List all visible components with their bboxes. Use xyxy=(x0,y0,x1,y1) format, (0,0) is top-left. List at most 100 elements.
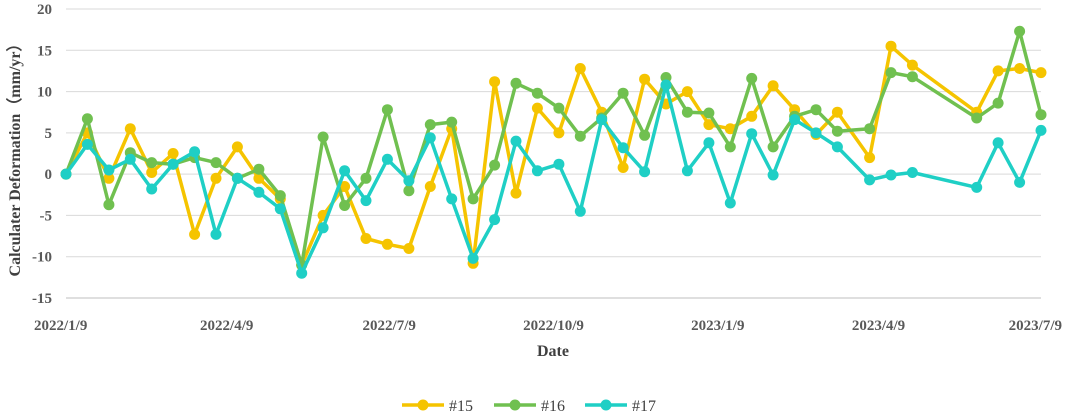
data-point xyxy=(403,185,415,197)
data-point xyxy=(510,187,522,199)
data-point xyxy=(339,200,351,211)
data-point xyxy=(274,190,286,202)
data-point xyxy=(810,127,822,139)
data-point xyxy=(724,141,736,153)
data-point xyxy=(639,129,651,141)
y-tick-label: -15 xyxy=(32,291,52,307)
x-tick-label: 2022/7/9 xyxy=(363,318,416,334)
data-point xyxy=(339,165,351,177)
data-point xyxy=(189,146,201,158)
data-point xyxy=(146,183,158,195)
data-point xyxy=(467,252,479,264)
data-point xyxy=(885,67,897,79)
data-point xyxy=(1035,124,1047,136)
data-point xyxy=(553,102,565,114)
data-point xyxy=(703,107,715,119)
series-line xyxy=(64,29,1043,267)
data-point xyxy=(971,112,983,124)
data-point xyxy=(617,162,629,173)
data-point xyxy=(360,195,372,207)
data-point xyxy=(210,172,222,184)
data-point xyxy=(381,104,393,116)
data-point xyxy=(403,175,415,187)
gridlines xyxy=(66,8,1041,299)
y-tick-label: -10 xyxy=(32,250,52,266)
data-point xyxy=(231,141,243,153)
data-point xyxy=(317,222,329,234)
data-point xyxy=(253,186,265,198)
data-point xyxy=(681,165,693,177)
data-point xyxy=(639,166,651,178)
data-point xyxy=(60,168,72,180)
data-point xyxy=(831,141,843,153)
x-tick-label: 2022/10/9 xyxy=(523,318,584,334)
data-point xyxy=(146,167,158,178)
data-point xyxy=(746,72,758,84)
data-point xyxy=(1035,109,1047,121)
x-axis-title: Date xyxy=(537,343,569,360)
data-point xyxy=(124,153,136,165)
data-point xyxy=(971,181,983,193)
data-point xyxy=(885,40,897,52)
legend-swatch-marker xyxy=(417,399,429,411)
legend-swatch-marker xyxy=(600,399,612,411)
data-point xyxy=(639,73,651,85)
data-point xyxy=(531,165,543,177)
data-point xyxy=(574,130,586,142)
data-point xyxy=(424,132,436,144)
data-point xyxy=(531,102,543,114)
data-point xyxy=(1014,176,1026,188)
data-point xyxy=(489,76,501,88)
data-point xyxy=(660,79,672,91)
legend-label: #17 xyxy=(632,398,656,415)
data-point xyxy=(703,137,715,149)
data-point xyxy=(992,65,1004,77)
data-point xyxy=(767,80,779,92)
data-point xyxy=(124,123,136,135)
data-point xyxy=(274,203,286,215)
data-point xyxy=(831,106,843,118)
data-point xyxy=(531,87,543,99)
data-point xyxy=(424,181,436,192)
y-axis-title: Calculater Deformation（mm/yr） xyxy=(6,36,24,277)
data-point xyxy=(103,199,115,211)
legend-swatch-marker xyxy=(509,399,521,411)
data-point xyxy=(189,228,201,240)
data-point xyxy=(789,114,801,126)
data-point xyxy=(446,116,458,128)
data-point xyxy=(553,127,565,139)
data-point xyxy=(864,152,876,164)
x-tick-label: 2023/4/9 xyxy=(852,318,905,334)
data-point xyxy=(103,172,115,184)
data-point xyxy=(489,159,501,171)
legend-item-3: #17 xyxy=(585,398,656,415)
data-point xyxy=(296,267,308,279)
y-tick-label: 0 xyxy=(45,167,53,183)
data-point xyxy=(596,114,608,126)
data-point xyxy=(906,167,918,178)
data-point xyxy=(617,87,629,99)
data-point xyxy=(864,123,876,135)
data-point xyxy=(510,135,522,147)
data-point xyxy=(681,106,693,118)
data-point xyxy=(1014,25,1026,37)
series-2 xyxy=(60,25,1047,271)
x-tick-label: 2022/1/9 xyxy=(34,318,87,334)
data-point xyxy=(381,238,393,250)
data-point xyxy=(231,172,243,184)
x-tick-label: 2023/1/9 xyxy=(691,318,744,334)
data-point xyxy=(885,169,897,181)
data-point xyxy=(553,158,565,170)
data-point xyxy=(746,128,758,140)
data-point xyxy=(767,141,779,153)
data-point xyxy=(360,233,372,244)
data-point xyxy=(746,110,758,122)
y-tick-label: 20 xyxy=(37,2,52,18)
data-point xyxy=(210,228,222,240)
data-point xyxy=(724,197,736,209)
data-point xyxy=(992,137,1004,149)
data-point xyxy=(510,77,522,89)
data-point xyxy=(210,157,222,169)
data-point xyxy=(574,63,586,74)
